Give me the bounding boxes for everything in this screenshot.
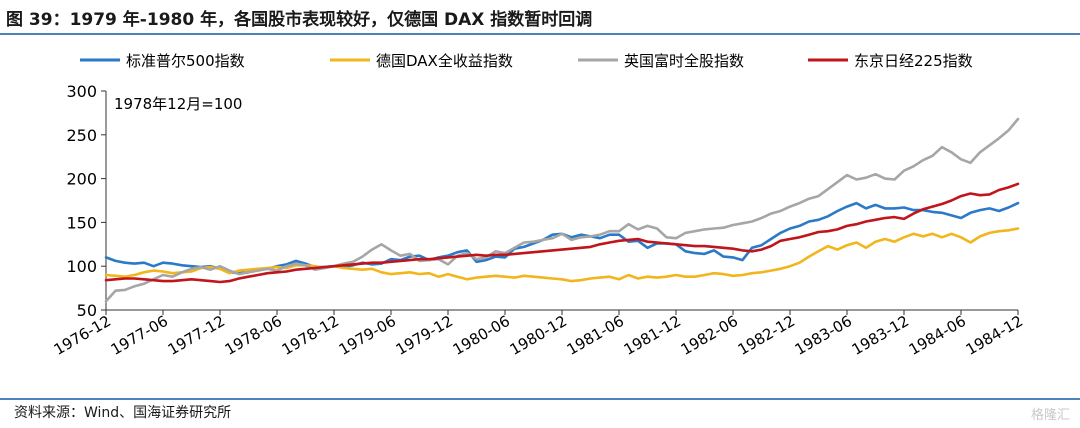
x-tick-label: 1979-12 [393,312,456,359]
x-tick-label: 1977-12 [165,312,228,359]
x-tick-label: 1980-12 [507,312,570,359]
title-rule [0,33,1080,35]
legend-label-dax: 德国DAX全收益指数 [376,52,513,70]
legend: 标准普尔500指数 德国DAX全收益指数 英国富时全股指数 东京日经225指数 [80,52,973,70]
y-tick-label: 200 [66,170,97,189]
x-tick-label: 1977-06 [108,312,171,359]
y-axis: 50 100 150 200 250 300 [66,82,107,320]
x-tick-label: 1981-12 [621,312,684,359]
legend-label-nikkei: 东京日经225指数 [854,52,973,70]
source-rule [0,398,1080,400]
legend-item-ftse: 英国富时全股指数 [578,52,744,70]
x-tick-label: 1982-06 [678,312,741,359]
legend-item-sp500: 标准普尔500指数 [80,52,245,70]
y-tick-label: 150 [66,213,97,232]
x-tick-label: 1981-06 [564,312,627,359]
x-tick-label: 1980-06 [450,312,513,359]
source-note: 资料来源：Wind、国海证券研究所 [14,405,232,421]
series-layer [104,117,1020,303]
series-line-sp500 [104,201,1020,275]
legend-label-ftse: 英国富时全股指数 [624,52,744,70]
series-line-nikkei [104,182,1020,284]
x-tick-label: 1984-12 [963,312,1026,359]
y-tick-label: 50 [77,301,97,320]
y-tick-label: 250 [66,126,97,145]
x-tick-label: 1979-06 [336,312,399,359]
x-tick-label: 1978-06 [222,312,285,359]
base-annotation: 1978年12月=100 [114,95,242,113]
y-tick-label: 100 [66,257,97,276]
legend-item-nikkei: 东京日经225指数 [808,52,973,70]
x-tick-label: 1983-12 [849,312,912,359]
series-line-ftse [104,117,1020,303]
legend-label-sp500: 标准普尔500指数 [126,52,245,70]
watermark-logo: 格隆汇 [1030,408,1070,423]
x-tick-label: 1978-12 [279,312,342,359]
line-chart: 标准普尔500指数 德国DAX全收益指数 英国富时全股指数 东京日经225指数 … [51,52,1026,359]
y-tick-label: 300 [66,82,97,101]
x-tick-label: 1984-06 [906,312,969,359]
x-tick-label: 1982-12 [735,312,798,359]
x-axis: 1976-121977-061977-121978-061978-121979-… [51,309,1026,359]
x-tick-label: 1983-06 [792,312,855,359]
figure-title: 图 39：1979 年-1980 年，各国股市表现较好，仅德国 DAX 指数暂时… [6,10,593,30]
legend-item-dax: 德国DAX全收益指数 [330,52,513,70]
series-line-dax [104,227,1020,283]
